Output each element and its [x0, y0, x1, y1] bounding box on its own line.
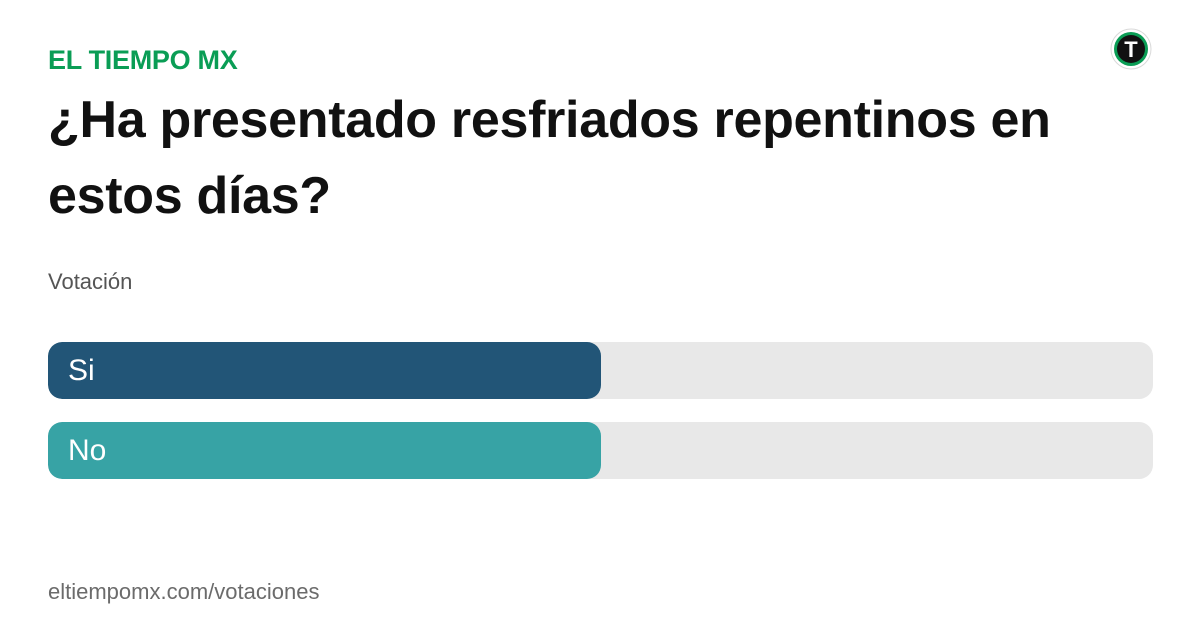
poll-options: Si No	[48, 342, 1153, 502]
poll-option-si-label: Si	[68, 354, 95, 387]
poll-question: ¿Ha presentado resfriados repentinos en …	[48, 91, 1051, 225]
el-tiempo-logo-icon: T	[1110, 28, 1152, 70]
brand-name: EL TIEMPO MX	[48, 45, 238, 75]
poll-option-si-fill	[48, 342, 601, 399]
footer-url[interactable]: eltiempomx.com/votaciones	[48, 579, 320, 604]
logo-disc	[1117, 35, 1145, 63]
poll-subtitle: Votación	[48, 269, 133, 294]
poll-option-no-label: No	[68, 434, 107, 467]
poll-option-si[interactable]: Si	[48, 342, 1153, 399]
poll-option-no[interactable]: No	[48, 422, 1153, 479]
poll-option-no-fill	[48, 422, 601, 479]
logo-letter: T	[1124, 37, 1138, 62]
